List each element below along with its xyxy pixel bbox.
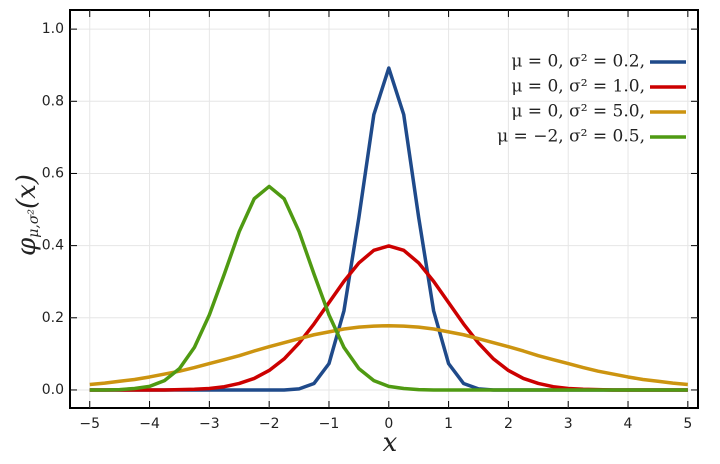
legend-label: μ = 0, σ² = 5.0, (511, 102, 645, 122)
x-tick-label: 3 (564, 416, 573, 432)
x-tick-label: 0 (384, 416, 393, 432)
y-tick-label: 0.2 (42, 310, 64, 326)
x-axis-label: x (383, 428, 398, 458)
x-tick-label: −2 (259, 416, 280, 432)
x-tick-label: −3 (199, 416, 220, 432)
y-label-symbol: φ (12, 237, 42, 256)
legend-label: μ = −2, σ² = 0.5, (497, 127, 645, 147)
x-tick-label: −1 (319, 416, 340, 432)
y-tick-label: 0.0 (42, 382, 64, 398)
x-tick-label: 4 (624, 416, 633, 432)
x-tick-label: −4 (139, 416, 160, 432)
x-tick-label: 2 (504, 416, 513, 432)
series-line (89, 184, 688, 392)
x-tick-label: 1 (444, 416, 453, 432)
y-tick-label: 0.8 (42, 93, 64, 109)
y-tick-label: 0.6 (42, 165, 64, 181)
y-tick-label: 1.0 (42, 21, 64, 37)
x-tick-label: 5 (683, 416, 692, 432)
plot-frame (69, 9, 699, 409)
legend-label: μ = 0, σ² = 0.2, (511, 52, 645, 72)
y-label-subscript: μ,σ² (26, 209, 42, 238)
y-axis-label: φμ,σ²(x) (12, 174, 42, 256)
legend-label: μ = 0, σ² = 1.0, (511, 77, 645, 97)
x-tick-label: −5 (79, 416, 100, 432)
y-label-argument: (x) (12, 174, 42, 209)
y-tick-label: 0.4 (42, 238, 64, 254)
series-line (89, 323, 689, 387)
